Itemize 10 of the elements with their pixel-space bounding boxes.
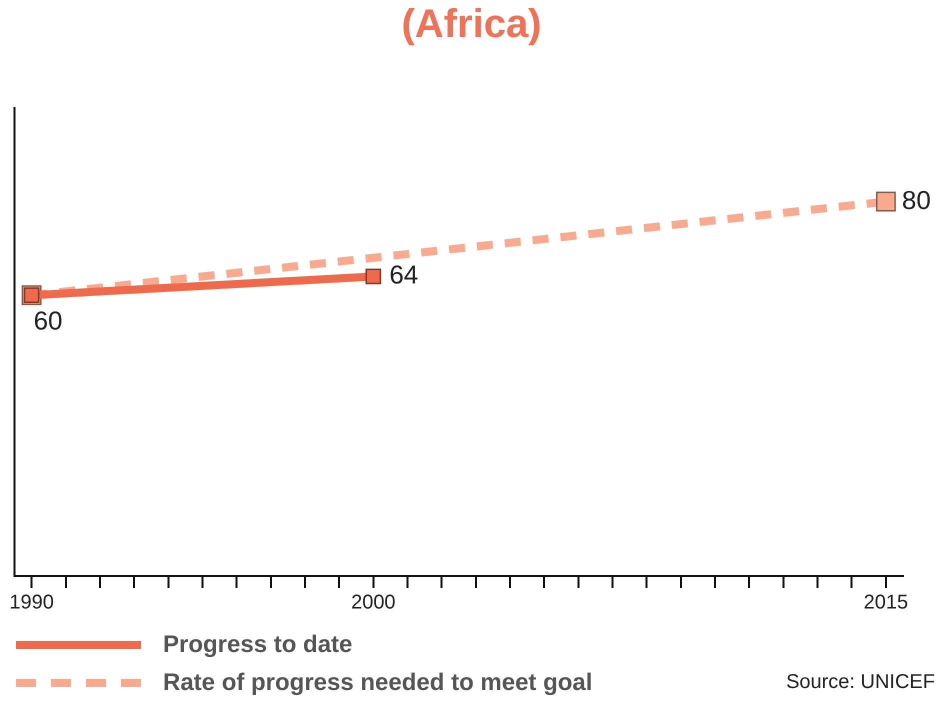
x-tick-label: 1990 — [9, 592, 54, 614]
x-tick-label: 2015 — [864, 592, 908, 614]
chart-title: (Africa) — [400, 1, 543, 48]
legend-label: Rate of progress needed to meet goal — [163, 669, 592, 697]
data-label: 64 — [389, 260, 418, 290]
x-tick-label: 2000 — [351, 592, 396, 614]
legend-label: Progress to date — [163, 631, 352, 659]
data-label: 80 — [902, 184, 931, 215]
source-note: Source: UNICEF — [786, 671, 935, 694]
data-label: 60 — [34, 305, 63, 336]
